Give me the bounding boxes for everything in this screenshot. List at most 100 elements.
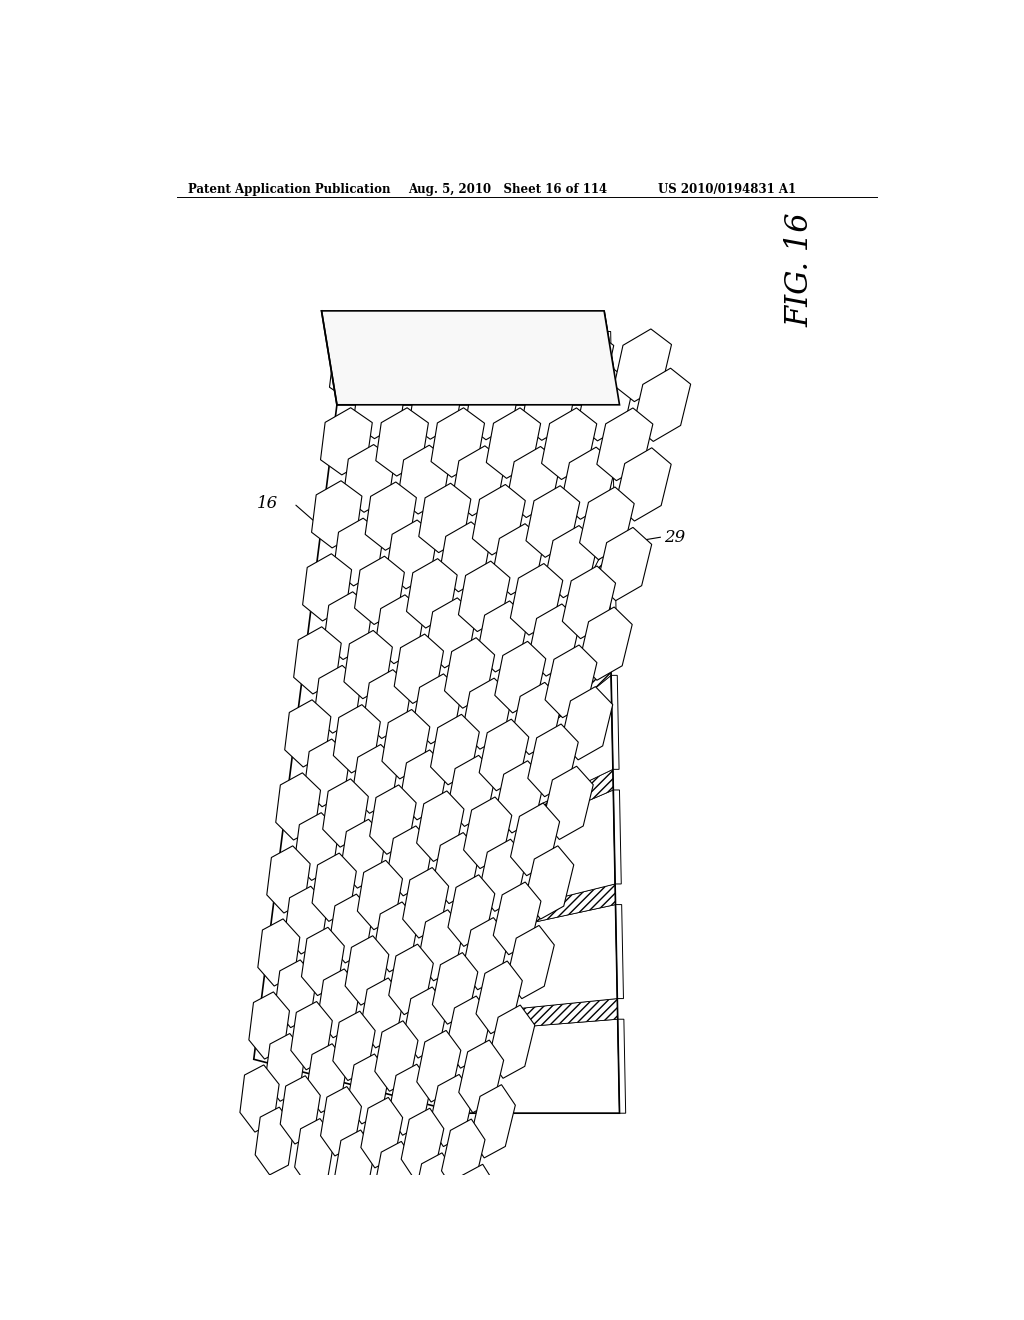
Polygon shape <box>511 803 559 875</box>
Polygon shape <box>394 634 443 704</box>
Polygon shape <box>615 447 671 521</box>
Polygon shape <box>462 678 512 750</box>
Polygon shape <box>574 446 608 607</box>
Polygon shape <box>402 867 449 939</box>
Polygon shape <box>443 333 499 401</box>
Polygon shape <box>374 1142 415 1213</box>
Text: Aug. 5, 2010   Sheet 16 of 114: Aug. 5, 2010 Sheet 16 of 114 <box>408 183 607 197</box>
Polygon shape <box>548 655 611 726</box>
Polygon shape <box>343 445 394 512</box>
Polygon shape <box>486 408 541 478</box>
Polygon shape <box>432 953 478 1024</box>
Polygon shape <box>344 631 392 698</box>
Polygon shape <box>441 1119 485 1192</box>
Polygon shape <box>512 682 562 755</box>
Polygon shape <box>417 791 464 862</box>
Polygon shape <box>561 686 612 760</box>
Polygon shape <box>464 797 512 869</box>
Polygon shape <box>388 1064 431 1135</box>
Polygon shape <box>403 987 447 1059</box>
Polygon shape <box>254 405 620 1113</box>
Polygon shape <box>376 408 428 477</box>
Polygon shape <box>294 627 341 694</box>
Polygon shape <box>254 405 620 1113</box>
Polygon shape <box>471 1085 515 1158</box>
Polygon shape <box>334 1130 375 1200</box>
Polygon shape <box>472 484 525 554</box>
Polygon shape <box>526 486 580 557</box>
Polygon shape <box>322 312 620 405</box>
Polygon shape <box>304 739 350 807</box>
Polygon shape <box>604 331 612 425</box>
Polygon shape <box>345 936 389 1005</box>
Polygon shape <box>562 566 615 639</box>
Polygon shape <box>347 1053 389 1123</box>
Polygon shape <box>453 446 505 516</box>
Polygon shape <box>387 826 433 896</box>
Polygon shape <box>397 445 450 513</box>
Polygon shape <box>521 370 577 441</box>
Polygon shape <box>611 676 620 770</box>
Polygon shape <box>323 779 369 847</box>
Polygon shape <box>578 368 634 441</box>
Polygon shape <box>360 1097 402 1168</box>
Polygon shape <box>265 1034 305 1101</box>
Polygon shape <box>477 601 528 672</box>
Polygon shape <box>462 1019 620 1113</box>
Polygon shape <box>317 969 360 1038</box>
Polygon shape <box>329 894 373 964</box>
Polygon shape <box>480 999 617 1030</box>
Polygon shape <box>330 335 383 401</box>
Polygon shape <box>375 1020 418 1092</box>
Polygon shape <box>431 408 484 478</box>
Polygon shape <box>340 820 386 888</box>
Polygon shape <box>525 770 613 828</box>
Polygon shape <box>366 482 417 550</box>
Polygon shape <box>430 1074 473 1147</box>
Text: FIG. 16: FIG. 16 <box>785 213 816 327</box>
Polygon shape <box>426 598 476 668</box>
Polygon shape <box>479 719 528 791</box>
Polygon shape <box>503 884 615 929</box>
Polygon shape <box>249 991 290 1059</box>
Polygon shape <box>374 902 419 972</box>
Polygon shape <box>527 723 579 797</box>
Polygon shape <box>334 519 384 586</box>
Polygon shape <box>389 944 433 1015</box>
Polygon shape <box>510 564 563 635</box>
Polygon shape <box>492 524 545 595</box>
Polygon shape <box>459 1040 504 1113</box>
Polygon shape <box>364 669 412 738</box>
Polygon shape <box>604 312 620 422</box>
Text: Patent Application Publication: Patent Application Publication <box>188 183 391 197</box>
Polygon shape <box>597 408 653 480</box>
Polygon shape <box>285 700 331 767</box>
Polygon shape <box>267 846 310 913</box>
Polygon shape <box>494 882 541 954</box>
Polygon shape <box>542 408 597 479</box>
Polygon shape <box>488 1005 535 1078</box>
Polygon shape <box>413 675 462 744</box>
Polygon shape <box>375 595 424 664</box>
Polygon shape <box>295 1118 335 1188</box>
Polygon shape <box>352 744 398 813</box>
Polygon shape <box>433 833 480 904</box>
Polygon shape <box>430 714 479 785</box>
Polygon shape <box>606 446 614 540</box>
Polygon shape <box>418 909 464 981</box>
Polygon shape <box>447 755 496 826</box>
Polygon shape <box>306 1044 347 1113</box>
Polygon shape <box>597 528 651 601</box>
Polygon shape <box>353 371 406 438</box>
Polygon shape <box>410 371 463 440</box>
Polygon shape <box>525 846 573 919</box>
Polygon shape <box>597 331 615 506</box>
Polygon shape <box>545 525 598 598</box>
Polygon shape <box>580 607 632 680</box>
Text: 29: 29 <box>665 529 685 545</box>
Polygon shape <box>501 331 556 401</box>
Polygon shape <box>446 997 492 1068</box>
Polygon shape <box>545 645 597 718</box>
Polygon shape <box>312 853 356 921</box>
Polygon shape <box>609 561 616 655</box>
